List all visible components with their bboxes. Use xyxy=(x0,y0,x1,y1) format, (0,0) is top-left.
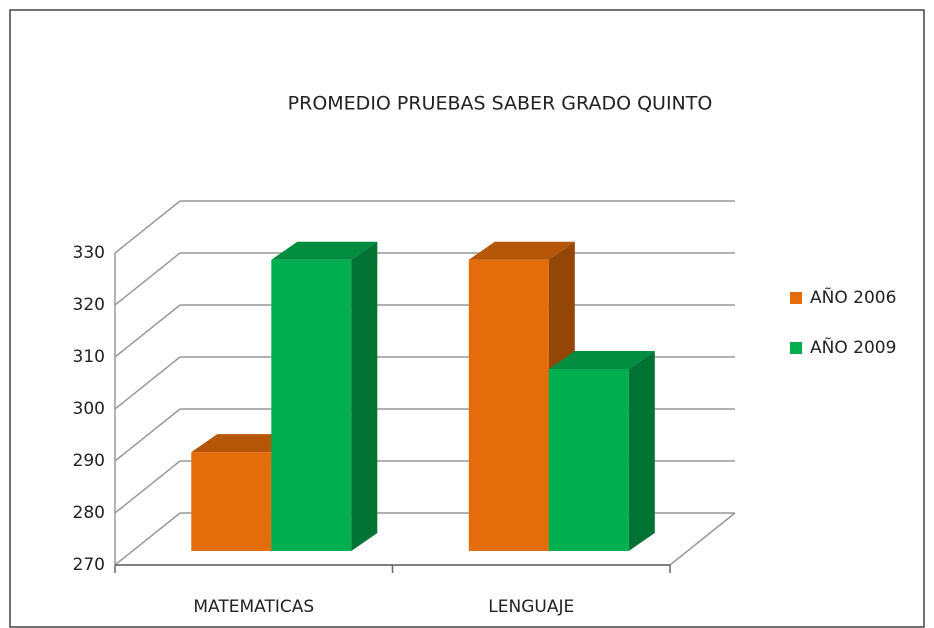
bar-side xyxy=(628,350,655,551)
y-tick-label: 290 xyxy=(73,451,105,471)
y-tick-label: 300 xyxy=(73,399,105,419)
legend-label: AÑO 2006 xyxy=(810,286,896,308)
y-tick-label: 280 xyxy=(73,503,105,523)
bar-top xyxy=(271,241,378,260)
legend-label: AÑO 2009 xyxy=(810,336,896,358)
bar-side xyxy=(351,241,378,551)
bar-top xyxy=(548,350,655,369)
floor-edge xyxy=(669,512,736,566)
x-tick-label: MATEMATICAS xyxy=(193,597,314,617)
grid-line xyxy=(114,200,181,254)
bar-top xyxy=(191,434,298,453)
y-tick-label: 320 xyxy=(73,295,105,315)
y-tick-label: 310 xyxy=(73,347,105,367)
legend-swatch xyxy=(790,292,802,304)
bar-front xyxy=(468,259,549,551)
x-tick-label: LENGUAJE xyxy=(488,597,574,617)
bar-front xyxy=(548,368,629,551)
y-tick-label: 330 xyxy=(73,243,105,263)
legend-swatch xyxy=(790,342,802,354)
bar-front xyxy=(191,452,272,551)
grid-line xyxy=(114,252,181,306)
grid-line xyxy=(114,460,181,514)
y-tick-label: 270 xyxy=(73,555,105,575)
grid-line xyxy=(114,356,181,410)
grid-line xyxy=(114,408,181,462)
grid-line xyxy=(114,512,181,566)
bar-top xyxy=(468,241,575,260)
chart-title: PROMEDIO PRUEBAS SABER GRADO QUINTO xyxy=(288,93,713,115)
bar-front xyxy=(271,259,352,551)
grid-line xyxy=(114,304,181,358)
